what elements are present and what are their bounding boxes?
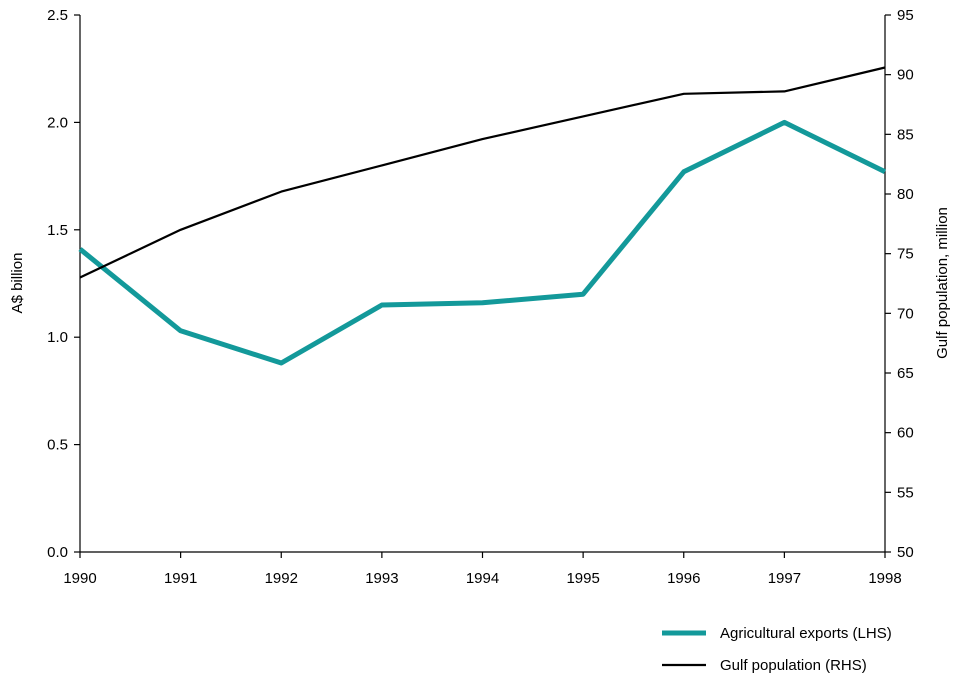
y-right-tick-label: 90 (897, 67, 914, 84)
y-right-tick-label: 80 (897, 186, 914, 203)
x-tick-label: 1996 (667, 570, 700, 587)
legend-label: Gulf population (RHS) (720, 657, 867, 674)
x-tick-label: 1997 (768, 570, 801, 587)
axes: 0.0 0.5 1.0 1.5 2.0 2.5 50 55 60 65 70 75 80 85 90 95 19… (47, 7, 914, 587)
x-tick-label: 1994 (466, 570, 499, 587)
y-right-tick-label: 65 (897, 365, 914, 382)
y-right-tick-label: 70 (897, 305, 914, 322)
y-left-tick-label: 2.5 (47, 7, 68, 24)
y-left-tick-label: 2.0 (47, 114, 68, 131)
y-right-tick-label: 55 (897, 484, 914, 501)
x-tick-label: 1995 (566, 570, 599, 587)
x-tick-label: 1991 (164, 570, 197, 587)
x-tick-label: 1990 (63, 570, 96, 587)
series-line-gulf-population (79, 66, 886, 279)
x-tick-label: 1993 (365, 570, 398, 587)
y-axis-left-title: A$ billion (9, 253, 26, 314)
series-line-agricultural-exports (78, 119, 887, 366)
y-right-tick-label: 85 (897, 126, 914, 143)
y-left-tick-label: 1.0 (47, 329, 68, 346)
y-right-tick-label: 60 (897, 425, 914, 442)
y-right-tick-label: 75 (897, 246, 914, 263)
y-left-tick-label: 1.5 (47, 222, 68, 239)
legend: Agricultural exports (LHS) Gulf populatio… (662, 625, 892, 674)
x-tick-label: 1992 (265, 570, 298, 587)
y-left-tick-label: 0.0 (47, 544, 68, 561)
y-left-tick-label: 0.5 (47, 437, 68, 454)
y-right-tick-label: 50 (897, 544, 914, 561)
series-layer (78, 66, 887, 366)
y-right-tick-label: 95 (897, 7, 914, 24)
legend-label: Agricultural exports (LHS) (720, 625, 892, 642)
x-tick-label: 1998 (868, 570, 901, 587)
y-axis-right-title: Gulf population, million (934, 207, 951, 359)
